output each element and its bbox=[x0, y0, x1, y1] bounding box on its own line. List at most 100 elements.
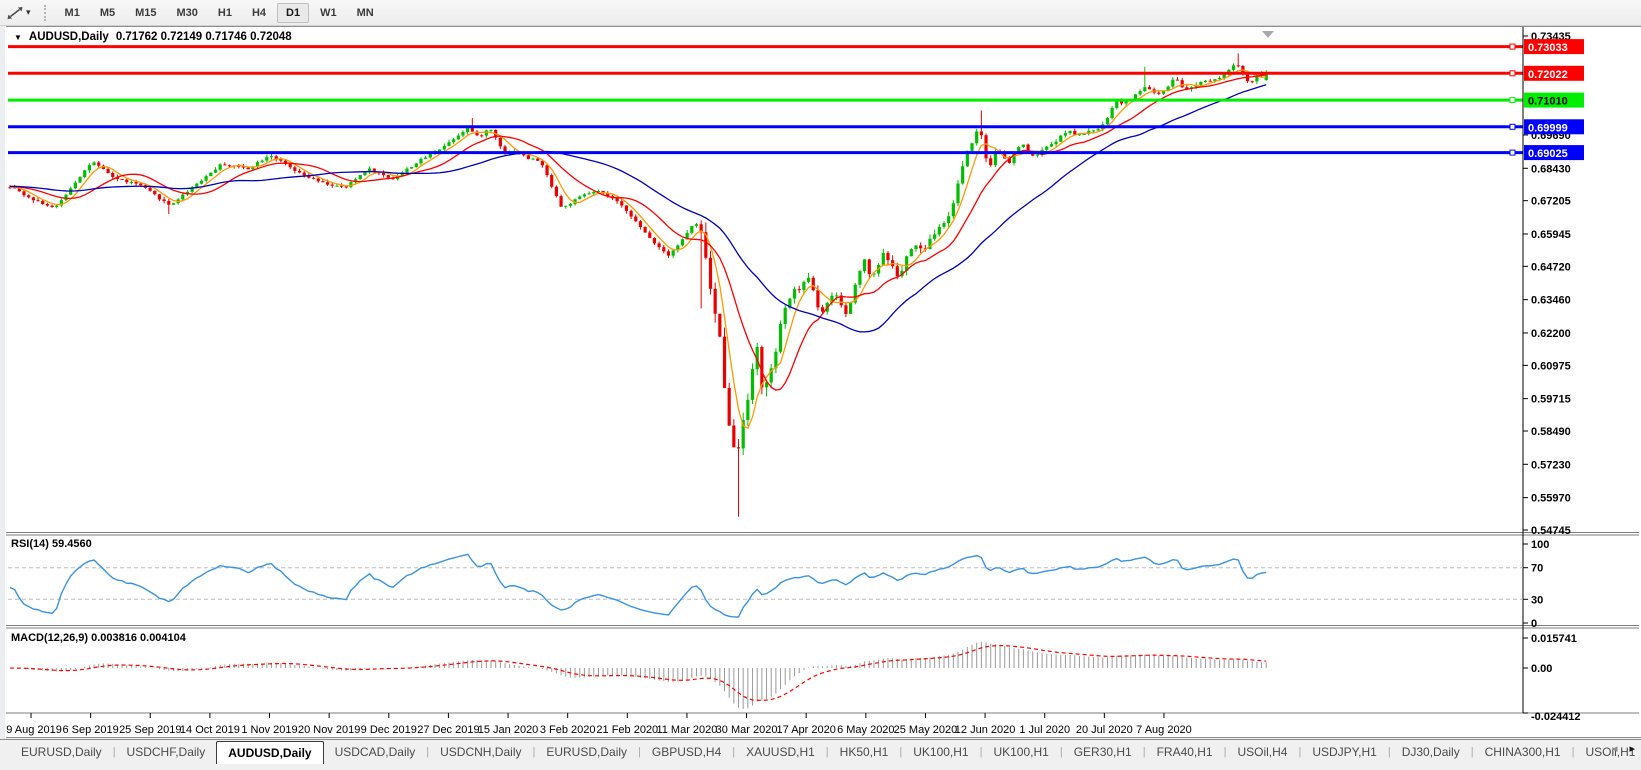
svg-text:0.60975: 0.60975 bbox=[1531, 360, 1571, 372]
tab-separator: | bbox=[979, 746, 983, 758]
status-strip bbox=[0, 764, 1641, 770]
tab-separator: | bbox=[1059, 746, 1063, 758]
chart-tab-UK100-H1[interactable]: UK100,H1 bbox=[993, 745, 1049, 759]
svg-text:0.67205: 0.67205 bbox=[1531, 196, 1571, 208]
chart-tab-USOil-H1[interactable]: USOil,H1 bbox=[1585, 745, 1636, 759]
tab-separator: | bbox=[1223, 746, 1227, 758]
svg-text:0.65945: 0.65945 bbox=[1531, 229, 1571, 241]
chart-tools-button[interactable]: ▾ bbox=[3, 3, 34, 23]
svg-text:0.64720: 0.64720 bbox=[1531, 261, 1571, 273]
svg-text:15 Jan 2020: 15 Jan 2020 bbox=[478, 724, 539, 736]
svg-text:6 May 2020: 6 May 2020 bbox=[837, 724, 894, 736]
chart-tab-FRA40-H1[interactable]: FRA40,H1 bbox=[1156, 745, 1213, 759]
moving-average-line-13[interactable] bbox=[9, 74, 1267, 391]
chart-tab-EURUSD-Daily[interactable]: EURUSD,Daily bbox=[546, 745, 628, 759]
chart-tab-HK50-H1[interactable]: HK50,H1 bbox=[839, 745, 889, 759]
chart-tab-USOil-H4[interactable]: USOil,H4 bbox=[1237, 745, 1288, 759]
chart-tab-AUDUSD-Daily[interactable]: AUDUSD,Daily bbox=[216, 741, 324, 764]
chart-tab-bar: EURUSD,Daily | USDCHF,Daily AUDUSD,Daily USD… bbox=[0, 739, 1641, 764]
svg-text:27 Dec 2019: 27 Dec 2019 bbox=[417, 724, 479, 736]
tab-scroll-right-button[interactable]: ▸ bbox=[1629, 743, 1635, 755]
chart-tab-CHINA300-H1[interactable]: CHINA300,H1 bbox=[1484, 745, 1561, 759]
svg-text:0.58490: 0.58490 bbox=[1531, 426, 1571, 438]
svg-text:0.68430: 0.68430 bbox=[1531, 163, 1571, 175]
chart-title: ▼ AUDUSD,Daily 0.71762 0.72149 0.71746 0… bbox=[14, 31, 292, 43]
svg-text:0.57230: 0.57230 bbox=[1531, 459, 1571, 471]
svg-text:21 Feb 2020: 21 Feb 2020 bbox=[596, 724, 658, 736]
tab-separator: | bbox=[899, 746, 903, 758]
svg-text:6 Sep 2019: 6 Sep 2019 bbox=[62, 724, 118, 736]
rsi-pane[interactable]: 100 70 30 0 bbox=[8, 539, 1549, 630]
chart-tab-UK100-H1[interactable]: UK100,H1 bbox=[913, 745, 969, 759]
tab-separator: | bbox=[112, 746, 116, 758]
moving-average-line-5[interactable] bbox=[9, 69, 1267, 430]
timeframe-button-H1[interactable]: H1 bbox=[217, 6, 232, 19]
tab-separator: | bbox=[1387, 746, 1391, 758]
chart-tab-USDJPY-H1[interactable]: USDJPY,H1 bbox=[1312, 745, 1377, 759]
tab-scroll-left-button[interactable]: ◂ bbox=[1611, 743, 1618, 755]
tab-separator: | bbox=[732, 746, 736, 758]
svg-text:20 Nov 2019: 20 Nov 2019 bbox=[298, 724, 360, 736]
timeframe-button-W1[interactable]: W1 bbox=[320, 6, 337, 19]
macd-signal-line bbox=[9, 644, 1267, 701]
chart-tab-EURUSD-Daily[interactable]: EURUSD,Daily bbox=[21, 745, 102, 759]
price-line-label-0.71010: 0.71010 bbox=[1524, 92, 1584, 108]
horizontal-line-0.69999[interactable] bbox=[8, 123, 1523, 130]
svg-text:0.72022: 0.72022 bbox=[1528, 69, 1568, 81]
svg-text:30 Mar 2020: 30 Mar 2020 bbox=[716, 724, 778, 736]
moving-average-line-34[interactable] bbox=[9, 84, 1267, 333]
horizontal-line-0.69025[interactable] bbox=[8, 149, 1523, 156]
chart-tab-DJ30-Daily[interactable]: DJ30,Daily bbox=[1401, 745, 1460, 759]
tab-separator: | bbox=[825, 746, 829, 758]
horizontal-line-0.71010[interactable] bbox=[8, 97, 1523, 104]
chart-window: 0.73435 0.69690 0.68430 0.67205 0.65945 0.647… bbox=[6, 26, 1641, 738]
chart-tab-USDCAD-Daily[interactable]: USDCAD,Daily bbox=[334, 745, 416, 759]
timeframe-button-M15[interactable]: M15 bbox=[135, 6, 157, 19]
chart-tab-USDCNH-Daily[interactable]: USDCNH,Daily bbox=[440, 745, 522, 759]
timeframe-button-M5[interactable]: M5 bbox=[99, 6, 116, 19]
svg-text:30: 30 bbox=[1531, 594, 1543, 606]
toolbar-grip[interactable] bbox=[43, 4, 46, 21]
svg-text:0.59715: 0.59715 bbox=[1531, 394, 1571, 406]
timeframe-button-M30[interactable]: M30 bbox=[176, 6, 198, 19]
rsi-line bbox=[9, 553, 1267, 618]
svg-text:14 Oct 2019: 14 Oct 2019 bbox=[180, 724, 240, 736]
timeframe-button-M1[interactable]: M1 bbox=[64, 6, 80, 19]
symbol-dropdown-icon[interactable]: ▼ bbox=[14, 32, 22, 42]
svg-text:25 Sep 2019: 25 Sep 2019 bbox=[119, 724, 181, 736]
rsi-indicator-label: RSI(14) 59.4560 bbox=[11, 538, 92, 550]
price-line-label-0.69999: 0.69999 bbox=[1524, 119, 1584, 134]
chart-tab-GBPUSD-H4[interactable]: GBPUSD,H4 bbox=[651, 745, 722, 759]
svg-text:9 Dec 2019: 9 Dec 2019 bbox=[361, 724, 417, 736]
timeframe-button-D1[interactable]: D1 bbox=[277, 2, 310, 23]
timeframe-button-MN[interactable]: MN bbox=[356, 6, 374, 19]
chevron-down-icon: ▾ bbox=[26, 7, 31, 17]
chart-tab-USDCHF-Daily[interactable]: USDCHF,Daily bbox=[126, 745, 206, 759]
macd-indicator-label: MACD(12,26,9) 0.003816 0.004104 bbox=[11, 632, 186, 644]
svg-text:0.55970: 0.55970 bbox=[1531, 493, 1571, 505]
tab-separator: | bbox=[1298, 746, 1302, 758]
chart-symbol-period: AUDUSD,Daily bbox=[28, 31, 109, 43]
price-line-label-0.73033: 0.73033 bbox=[1524, 39, 1584, 54]
svg-text:0.63460: 0.63460 bbox=[1531, 295, 1571, 307]
chart-tab-XAUUSD-H1[interactable]: XAUUSD,H1 bbox=[746, 745, 815, 759]
horizontal-line-0.72022[interactable] bbox=[8, 70, 1523, 77]
price-chart-canvas[interactable]: 0.734350.696900.684300.672050.659450.647… bbox=[6, 27, 1639, 737]
svg-text:19 Aug 2019: 19 Aug 2019 bbox=[6, 724, 62, 736]
svg-text:7 Aug 2020: 7 Aug 2020 bbox=[1136, 724, 1192, 736]
timeframe-toolbar: ▾ M1 M5 M15 M30 H1 H4 D1 W1 MN bbox=[0, 0, 1641, 26]
svg-text:3 Feb 2020: 3 Feb 2020 bbox=[540, 724, 596, 736]
chart-tab-GER30-H1[interactable]: GER30,H1 bbox=[1073, 745, 1132, 759]
svg-text:-0.024412: -0.024412 bbox=[1531, 711, 1581, 723]
price-axis: 0.734350.696900.684300.672050.659450.647… bbox=[1523, 31, 1571, 537]
chart-shift-marker-icon[interactable] bbox=[1262, 31, 1274, 38]
macd-pane[interactable]: 0.015741 0.00 -0.024412 bbox=[9, 633, 1581, 723]
svg-text:1 Nov 2019: 1 Nov 2019 bbox=[241, 724, 297, 736]
candlestick-series[interactable] bbox=[8, 53, 1268, 517]
svg-text:0.71010: 0.71010 bbox=[1528, 96, 1568, 108]
price-line-label-0.72022: 0.72022 bbox=[1524, 65, 1584, 81]
timeframe-button-H4[interactable]: H4 bbox=[251, 6, 267, 19]
horizontal-line-0.73033[interactable] bbox=[8, 43, 1523, 50]
svg-text:0: 0 bbox=[1531, 618, 1537, 630]
